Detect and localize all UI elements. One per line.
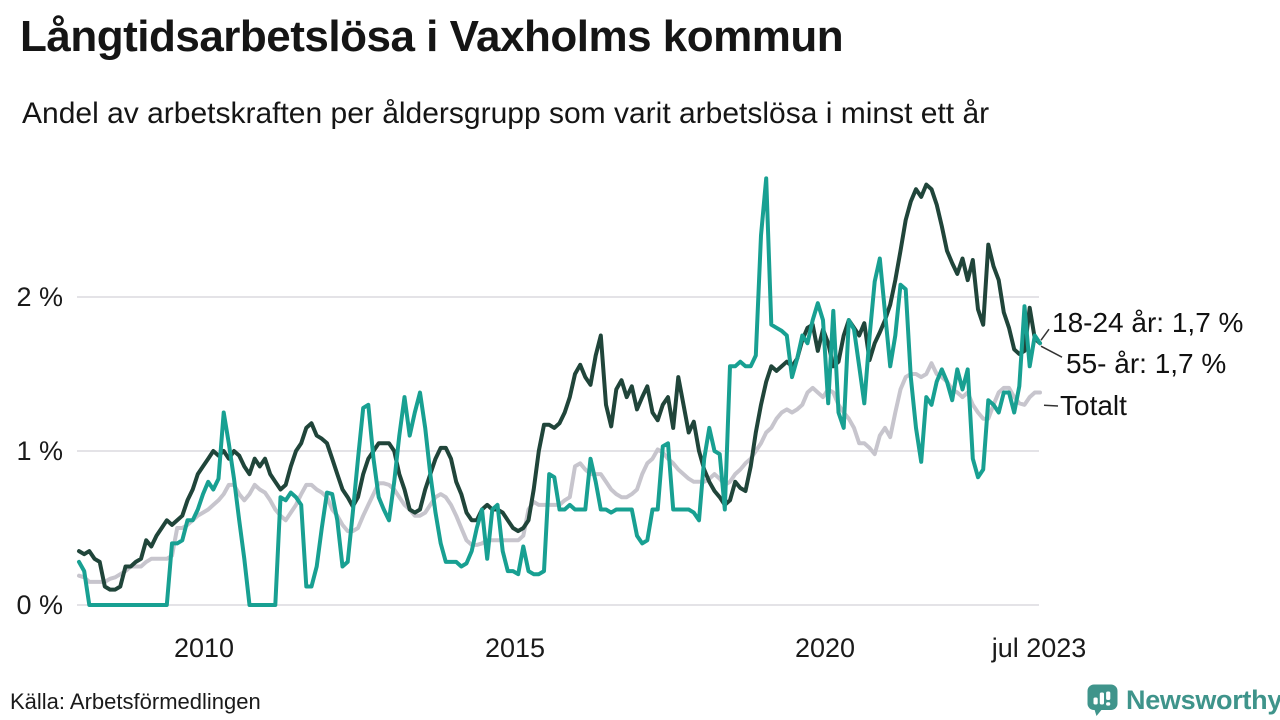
series-end-label-18-24: 18-24 år: 1,7 %	[1052, 307, 1244, 338]
chart-title: Långtidsarbetslösa i Vaxholms kommun	[20, 12, 844, 61]
x-axis-tick-2010: 2010	[173, 633, 235, 663]
series-end-label-55plus: 55- år: 1,7 %	[1066, 348, 1227, 379]
y-axis-tick-0pct: 0 %	[16, 590, 63, 620]
series-line-55-r	[77, 182, 1042, 592]
chart-subtitle: Andel av arbetskraften per åldersgrupp s…	[22, 97, 990, 130]
series-line-18-24-r	[77, 176, 1042, 607]
y-axis-tick-1pct: 1 %	[16, 436, 63, 466]
connector-totalt	[1043, 404, 1059, 407]
series-end-label-totalt: Totalt	[1060, 390, 1127, 421]
x-axis-tick-2015: 2015	[484, 633, 546, 663]
newsworthy-brand: Newsworthy	[1087, 684, 1280, 716]
x-axis-tick-2020: 2020	[794, 633, 856, 663]
newsworthy-wordmark: Newsworthy	[1126, 684, 1280, 715]
newsworthy-logo-icon	[1087, 684, 1118, 716]
x-axis-tick-jul-2023: jul 2023	[991, 633, 1087, 663]
source-credit: Källa: Arbetsförmedlingen	[10, 689, 261, 714]
y-axis-tick-2pct: 2 %	[16, 282, 63, 312]
connector-55plus	[1040, 345, 1063, 358]
series-line-totalt	[77, 361, 1042, 584]
connector-18-24	[1040, 328, 1050, 341]
